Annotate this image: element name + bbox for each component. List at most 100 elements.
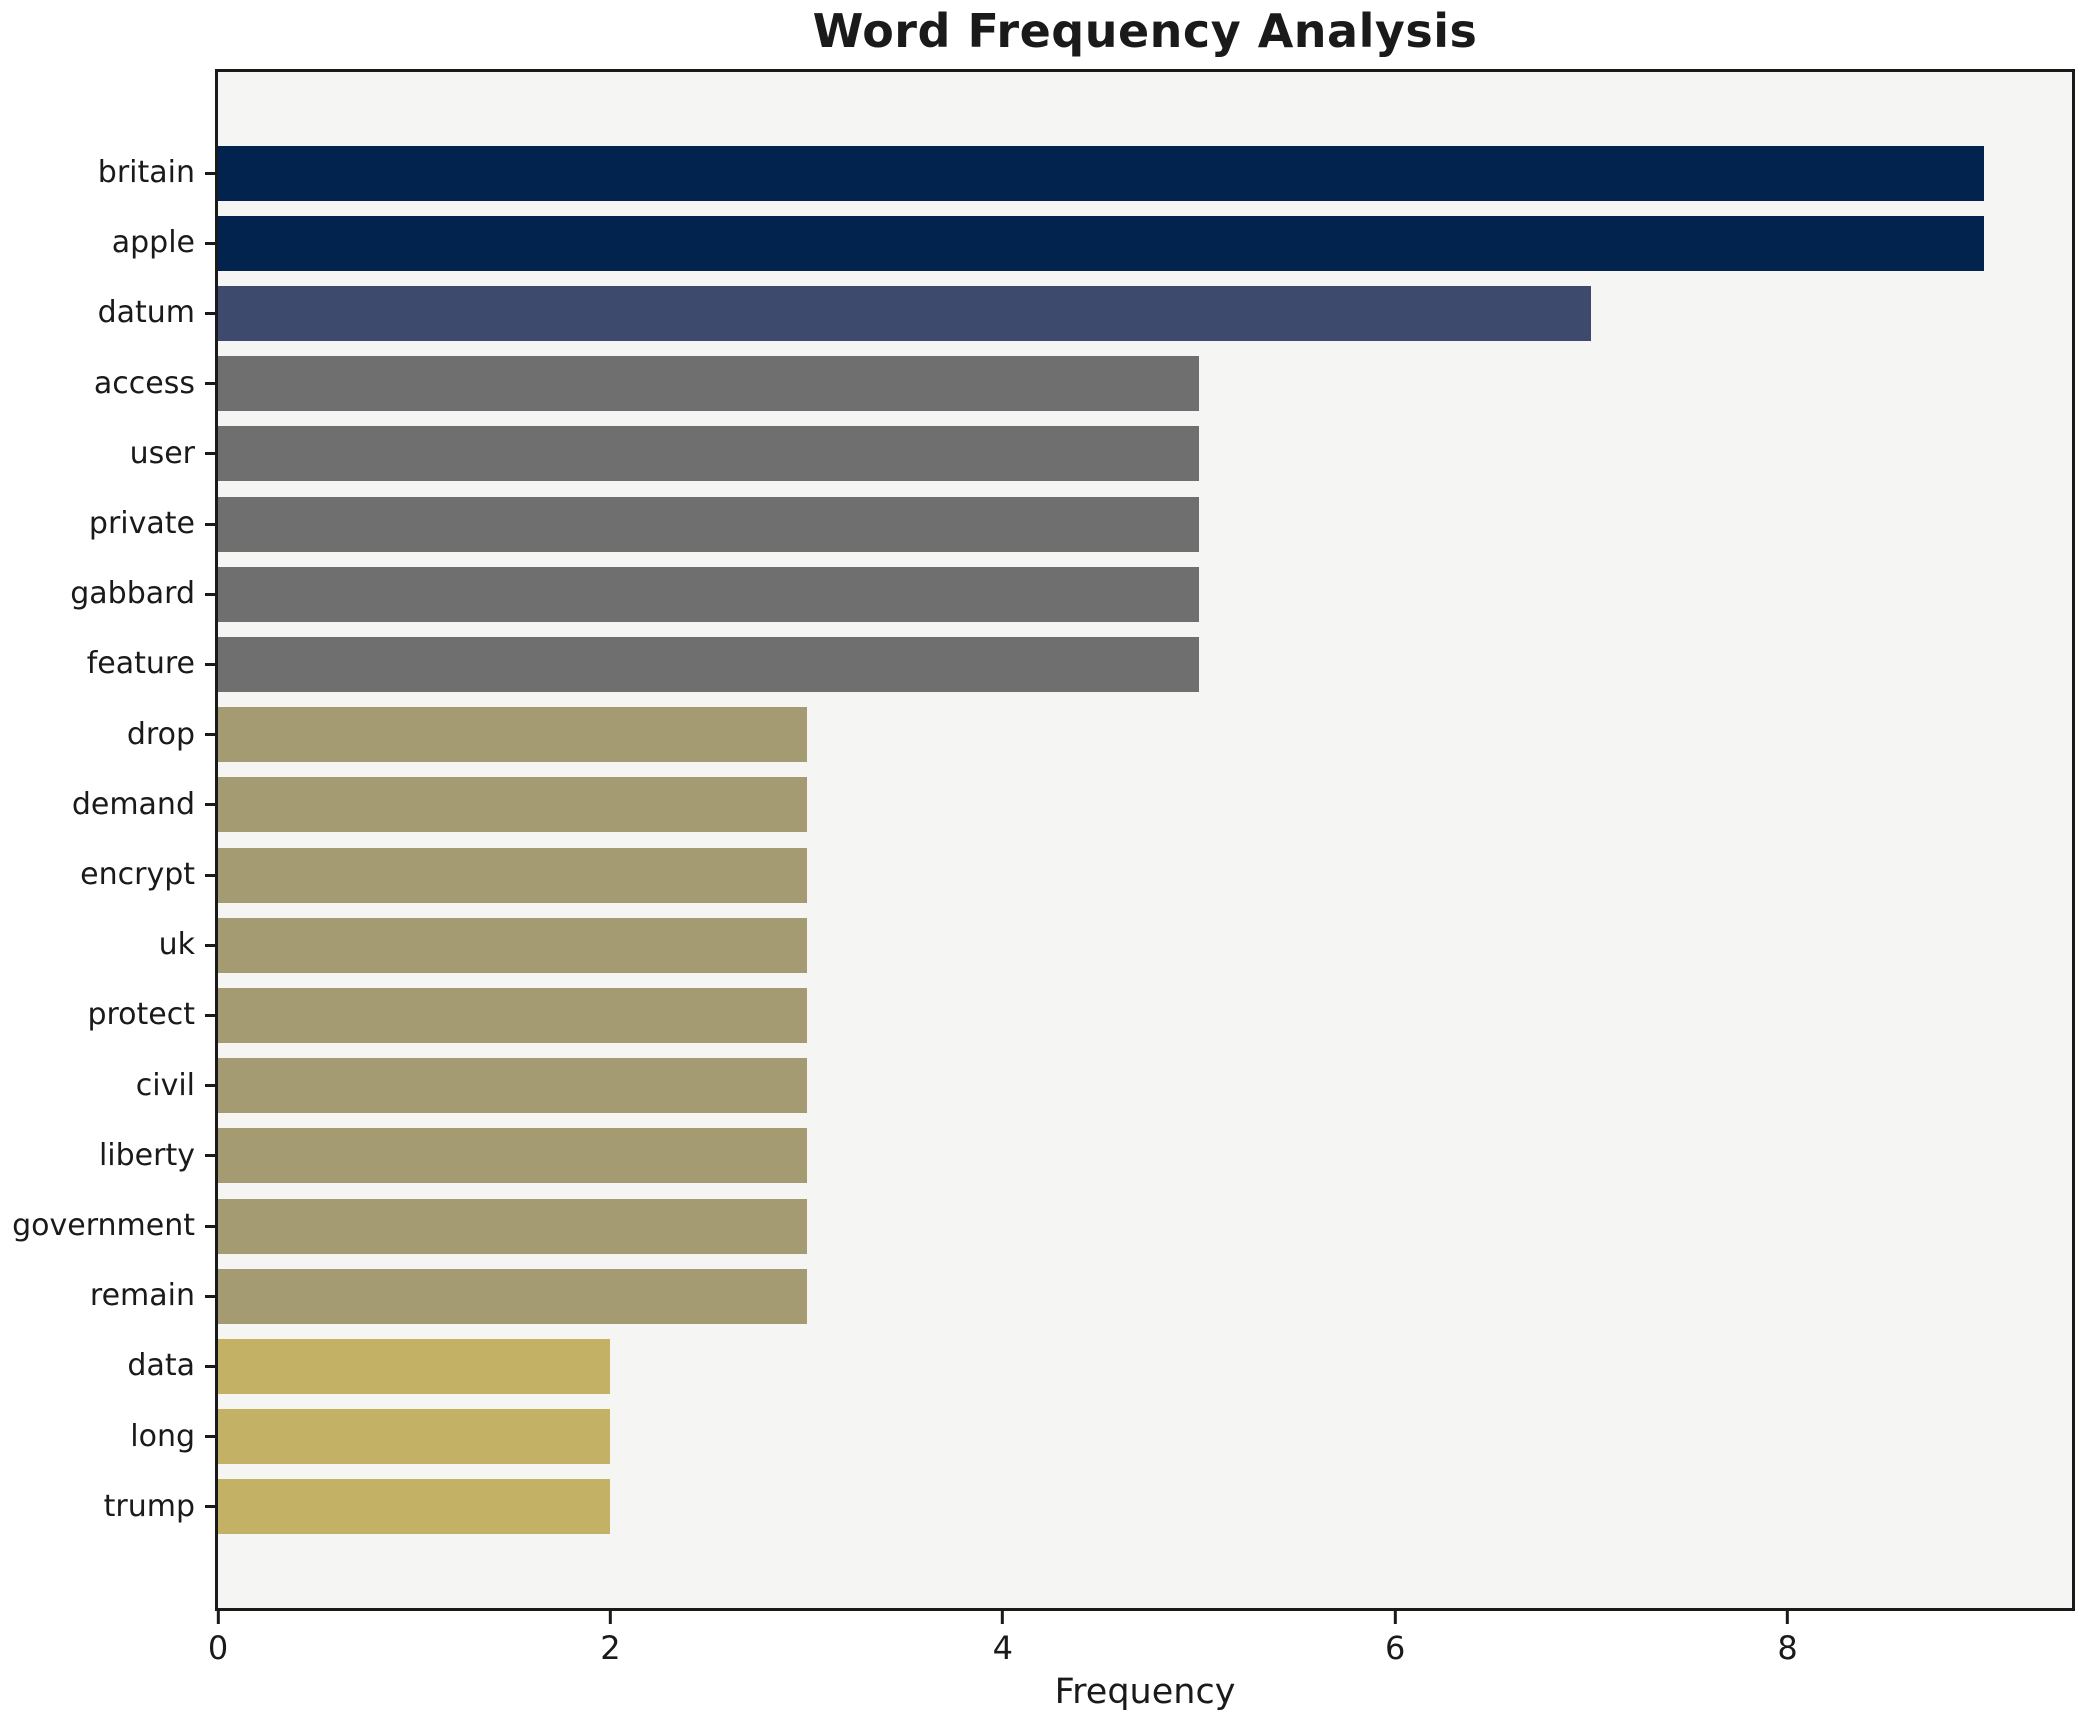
- bar-demand: [218, 777, 807, 833]
- y-label-row: government: [0, 1191, 215, 1261]
- bar-user: [218, 426, 1199, 482]
- y-tick-label: britain: [97, 155, 195, 190]
- bar-row: [218, 700, 2072, 770]
- bar-row: [218, 208, 2072, 278]
- y-tick-label: encrypt: [80, 857, 195, 893]
- x-tick: 2: [600, 1611, 621, 1667]
- x-tick-mark: [1001, 1611, 1005, 1624]
- x-tick: 0: [208, 1611, 228, 1664]
- bar-row: [218, 840, 2072, 910]
- bar-uk: [218, 917, 807, 973]
- y-tick-mark: [205, 1154, 215, 1158]
- x-tick-mark: [608, 1611, 612, 1624]
- y-label-row: gabbard: [0, 559, 215, 629]
- y-tick-mark: [205, 943, 215, 947]
- bar-row: [218, 910, 2072, 980]
- y-tick-mark: [205, 803, 215, 807]
- y-label-row: private: [0, 489, 215, 559]
- y-label-row: remain: [0, 1261, 215, 1331]
- bar-row: [218, 980, 2072, 1050]
- x-tick-mark: [1786, 1611, 1790, 1624]
- y-tick-label: private: [88, 506, 195, 542]
- y-label-row: apple: [0, 208, 215, 278]
- y-tick-mark: [205, 1364, 215, 1368]
- x-tick-label: 8: [1777, 1629, 1798, 1667]
- bar-datum: [218, 285, 1592, 341]
- y-tick-label: demand: [71, 786, 195, 822]
- x-tick: 8: [1777, 1611, 1798, 1667]
- bar-row: [218, 559, 2072, 629]
- x-tick: 6: [1385, 1611, 1405, 1664]
- bar-liberty: [218, 1128, 807, 1184]
- bar-access: [218, 356, 1199, 412]
- y-tick-mark: [205, 592, 215, 596]
- y-label-row: datum: [0, 278, 215, 348]
- x-tick-mark: [216, 1611, 220, 1624]
- y-tick-mark: [205, 1084, 215, 1088]
- bar-protect: [218, 987, 807, 1043]
- y-tick-mark: [205, 311, 215, 315]
- y-label-row: feature: [0, 629, 215, 699]
- y-tick-label: uk: [158, 927, 195, 963]
- y-tick-mark: [205, 241, 215, 245]
- bar-long: [218, 1409, 611, 1465]
- bar-row: [218, 1472, 2072, 1542]
- x-axis: 0 2 4 6 8: [208, 1611, 2072, 1681]
- bar-row: [218, 278, 2072, 348]
- bar-row: [218, 138, 2072, 208]
- y-label-row: demand: [0, 770, 215, 840]
- bar-row: [218, 1051, 2072, 1121]
- y-tick-mark: [205, 1435, 215, 1439]
- y-tick-label: feature: [86, 646, 195, 682]
- y-label-row: long: [0, 1402, 215, 1472]
- y-tick-label: datum: [97, 295, 195, 331]
- bar-drop: [218, 707, 807, 763]
- bar-feature: [218, 636, 1199, 692]
- y-label-row: user: [0, 419, 215, 489]
- y-label-row: protect: [0, 980, 215, 1050]
- y-axis-labels: britain apple datum access user private gabbar…: [0, 72, 215, 1608]
- x-axis-title: Frequency: [1054, 1672, 1236, 1712]
- bar-row: [218, 489, 2072, 559]
- y-tick-mark: [205, 1013, 215, 1017]
- bar-row: [218, 629, 2072, 699]
- bar-row: [218, 419, 2072, 489]
- y-label-row: encrypt: [0, 840, 215, 910]
- y-tick-mark: [205, 1505, 215, 1509]
- bar-apple: [218, 215, 1984, 271]
- y-label-row: trump: [0, 1472, 215, 1542]
- y-label-row: access: [0, 349, 215, 419]
- y-tick-label: drop: [126, 716, 195, 752]
- bar-britain: [218, 145, 1984, 201]
- y-tick-mark: [205, 662, 215, 666]
- y-label-row: civil: [0, 1051, 215, 1121]
- bar-row: [218, 1191, 2072, 1261]
- y-label-row: data: [0, 1331, 215, 1401]
- x-tick: 4: [993, 1611, 1013, 1664]
- y-tick-label: civil: [135, 1067, 195, 1103]
- bar-row: [218, 1331, 2072, 1401]
- bar-row: [218, 770, 2072, 840]
- bar-civil: [218, 1058, 807, 1114]
- y-tick-mark: [205, 733, 215, 737]
- bar-encrypt: [218, 847, 807, 903]
- x-tick-label: 0: [207, 1629, 229, 1667]
- y-tick-label: remain: [89, 1278, 195, 1314]
- y-tick-mark: [205, 171, 215, 175]
- y-label-row: drop: [0, 700, 215, 770]
- y-tick-label: gabbard: [70, 576, 195, 612]
- bar-remain: [218, 1268, 807, 1324]
- bar-government: [218, 1198, 807, 1254]
- y-tick-mark: [205, 522, 215, 526]
- bar-data: [218, 1338, 611, 1394]
- y-tick-mark: [205, 873, 215, 877]
- y-tick-label: trump: [103, 1488, 195, 1524]
- chart-title: Word Frequency Analysis: [812, 4, 1478, 58]
- y-tick-mark: [205, 382, 215, 386]
- y-tick-label: user: [129, 435, 195, 471]
- x-tick-label: 2: [600, 1629, 621, 1667]
- y-tick-label: apple: [111, 225, 195, 261]
- y-tick-mark: [205, 1224, 215, 1228]
- bar-row: [218, 349, 2072, 419]
